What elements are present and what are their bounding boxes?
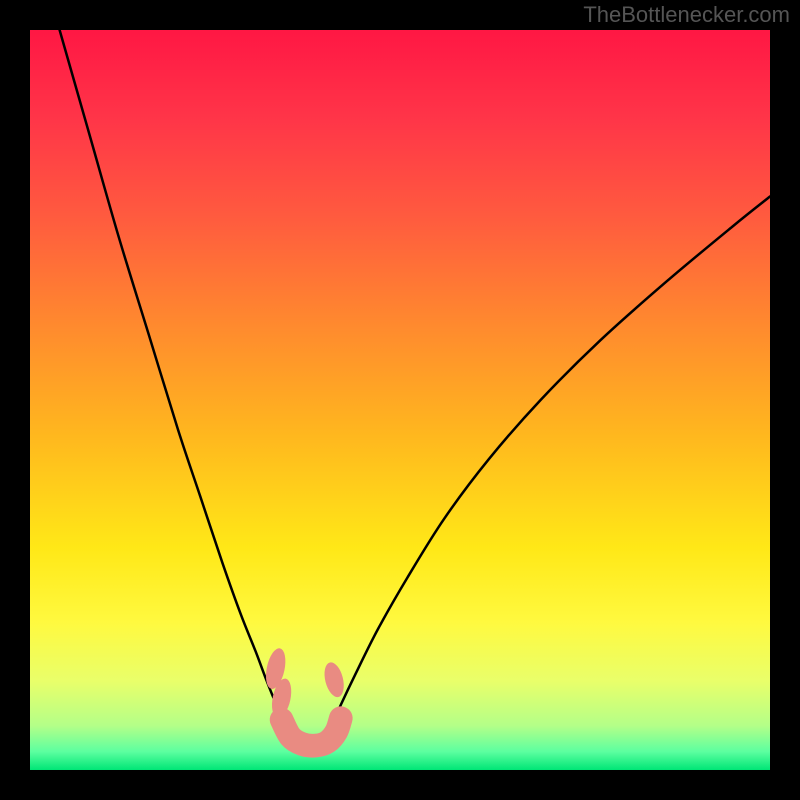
bottleneck-curves (60, 30, 770, 722)
watermark-text: TheBottlenecker.com (583, 2, 790, 28)
curve-right (333, 197, 770, 722)
chart-root: TheBottlenecker.com (0, 0, 800, 800)
salmon-overlay (263, 647, 347, 746)
plot-layer (0, 0, 800, 800)
overlay-sausage (282, 718, 341, 746)
overlay-blob (321, 660, 347, 699)
curve-left (60, 30, 284, 722)
